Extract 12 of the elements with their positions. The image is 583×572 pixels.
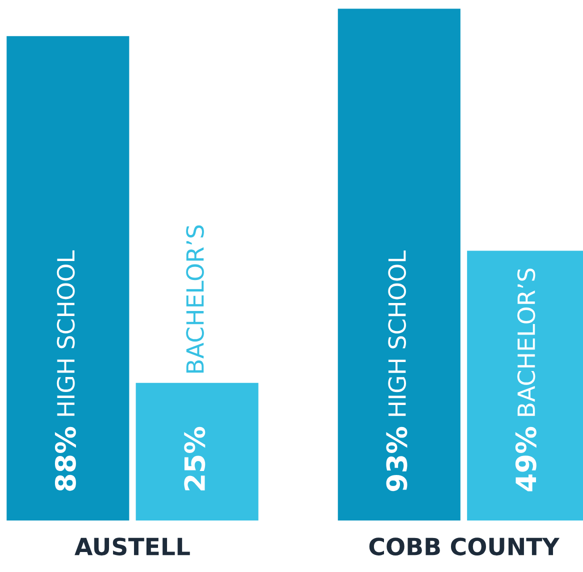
data-label: 25% [184, 426, 206, 490]
text: HIGH SCHOOL [56, 250, 75, 416]
data-label: 49% [515, 426, 536, 492]
data-label: 88% [54, 426, 76, 491]
series-label: HIGH SCHOOL [388, 250, 406, 416]
bar [6, 36, 130, 521]
text: BACHELOR’S [517, 268, 536, 416]
text: BACHELOR’S [186, 225, 204, 373]
x-tick-label: AUSTELL [74, 538, 190, 556]
x-tick-label: COBB COUNTY [369, 538, 560, 556]
data-label: 93% [386, 426, 408, 492]
bar [338, 8, 460, 521]
